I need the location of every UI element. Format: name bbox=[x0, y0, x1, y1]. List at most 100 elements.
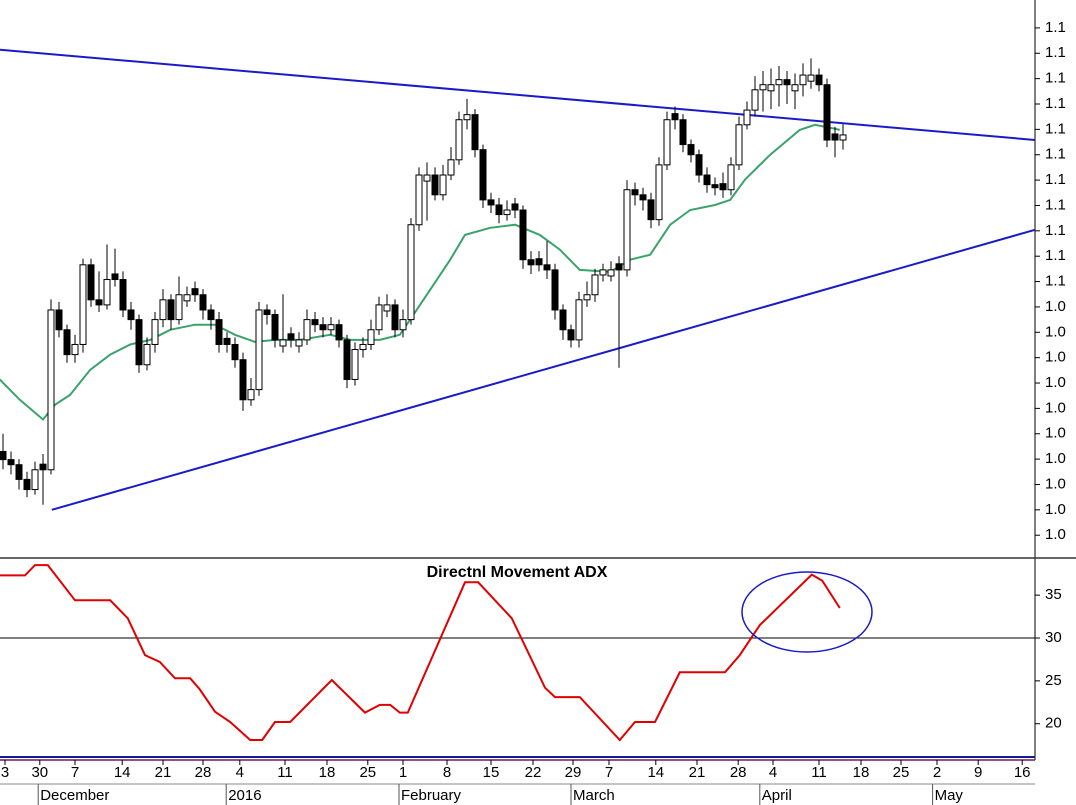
candle-body bbox=[191, 288, 199, 296]
candle-body bbox=[479, 149, 487, 201]
candle-body bbox=[383, 304, 391, 312]
candle-body bbox=[335, 324, 343, 341]
y-tick-label: 1.0 bbox=[1045, 374, 1066, 391]
candle-body bbox=[719, 183, 727, 191]
candle-body bbox=[207, 309, 215, 321]
candle-body bbox=[239, 359, 247, 401]
candle-body bbox=[71, 343, 79, 356]
candle-body bbox=[159, 299, 167, 321]
x-tick-label: 15 bbox=[483, 764, 500, 781]
x-tick-label: 16 bbox=[1014, 764, 1031, 781]
candle-body bbox=[263, 309, 271, 316]
candle-body bbox=[519, 209, 527, 261]
y-tick-label: 1.0 bbox=[1045, 399, 1066, 416]
y-tick-label: 1.0 bbox=[1045, 425, 1066, 442]
y-tick-label: 1.1 bbox=[1045, 120, 1066, 137]
y-tick-label: 1.1 bbox=[1045, 19, 1066, 36]
y-tick-label: 30 bbox=[1045, 629, 1062, 646]
x-tick-label: 11 bbox=[277, 764, 293, 781]
x-tick-label: 28 bbox=[195, 764, 212, 781]
candle-body bbox=[655, 164, 663, 221]
candle-body bbox=[775, 79, 783, 86]
x-tick-label: 9 bbox=[974, 764, 982, 781]
y-tick-label: 1.1 bbox=[1045, 247, 1066, 264]
indicator-title: Directnl Movement ADX bbox=[427, 564, 608, 581]
candle-body bbox=[791, 84, 799, 92]
y-tick-label: 1.1 bbox=[1045, 196, 1066, 213]
y-tick-label: 1.1 bbox=[1045, 273, 1066, 290]
candle-body bbox=[375, 304, 383, 331]
candle-body bbox=[95, 299, 103, 306]
candle-body bbox=[87, 264, 95, 301]
candle-body bbox=[815, 74, 823, 86]
candle-body bbox=[0, 451, 7, 461]
candle-body bbox=[215, 319, 223, 345]
candle-body bbox=[455, 119, 463, 161]
candle-body bbox=[231, 343, 239, 361]
x-tick-label: 4 bbox=[236, 764, 244, 781]
candle-body bbox=[751, 89, 759, 111]
candle-body bbox=[711, 184, 719, 189]
moving-average bbox=[0, 123, 841, 421]
candle-body bbox=[439, 174, 447, 196]
candle-body bbox=[631, 189, 639, 196]
candle-body bbox=[735, 124, 743, 166]
candle-body bbox=[615, 263, 623, 271]
candle-body bbox=[535, 258, 543, 266]
candle-body bbox=[103, 279, 111, 306]
candle-body bbox=[295, 339, 303, 347]
trendline bbox=[0, 48, 1036, 141]
candle-body bbox=[527, 259, 535, 266]
candle-body bbox=[143, 343, 151, 366]
candle-body bbox=[399, 319, 407, 331]
candle-body bbox=[111, 273, 119, 281]
y-tick-label: 25 bbox=[1045, 672, 1062, 689]
candle-body bbox=[695, 154, 703, 176]
y-tick-label: 35 bbox=[1045, 586, 1062, 603]
y-tick-label: 1.0 bbox=[1045, 323, 1066, 340]
candle-body bbox=[47, 309, 55, 471]
candle-body bbox=[799, 74, 807, 86]
candle-body bbox=[39, 463, 47, 471]
candle-body bbox=[727, 164, 735, 191]
candle-body bbox=[503, 209, 511, 216]
x-tick-label: 1 bbox=[399, 764, 407, 781]
candle-body bbox=[167, 299, 175, 321]
y-tick-label: 1.0 bbox=[1045, 475, 1066, 492]
candle-body bbox=[623, 189, 631, 271]
x-tick-label: 30 bbox=[31, 764, 48, 781]
y-tick-label: 1.1 bbox=[1045, 95, 1066, 112]
candle-body bbox=[807, 74, 815, 82]
candle-body bbox=[255, 309, 263, 391]
month-label: April bbox=[762, 787, 792, 804]
candle-body bbox=[287, 333, 295, 341]
x-tick-label: 14 bbox=[114, 764, 131, 781]
y-tick-label: 1.1 bbox=[1045, 70, 1066, 87]
trendline bbox=[51, 228, 1036, 511]
candle-body bbox=[599, 269, 607, 276]
candle-body bbox=[303, 319, 311, 341]
y-tick-label: 1.1 bbox=[1045, 222, 1066, 239]
candle-body bbox=[415, 174, 423, 226]
candle-body bbox=[31, 469, 39, 491]
y-tick-label: 1.0 bbox=[1045, 501, 1066, 518]
candle-body bbox=[663, 119, 671, 166]
candle-body bbox=[743, 109, 751, 126]
x-tick-label: 29 bbox=[565, 764, 582, 781]
candle-body bbox=[447, 159, 455, 176]
x-tick-label: 7 bbox=[71, 764, 79, 781]
x-tick-label: 22 bbox=[525, 764, 542, 781]
candle-body bbox=[487, 199, 495, 206]
candle-body bbox=[567, 329, 575, 341]
x-tick-label: 8 bbox=[443, 764, 451, 781]
candle-body bbox=[583, 294, 591, 301]
x-tick-label: 11 bbox=[811, 764, 827, 781]
x-tick-label: 2 bbox=[933, 764, 941, 781]
candle-body bbox=[831, 133, 839, 141]
candle-body bbox=[463, 114, 471, 121]
candle-body bbox=[279, 339, 287, 347]
y-tick-label: 1.1 bbox=[1045, 44, 1066, 61]
y-tick-label: 1.0 bbox=[1045, 349, 1066, 366]
candle-body bbox=[127, 309, 135, 321]
y-tick-label: 1.1 bbox=[1045, 171, 1066, 188]
